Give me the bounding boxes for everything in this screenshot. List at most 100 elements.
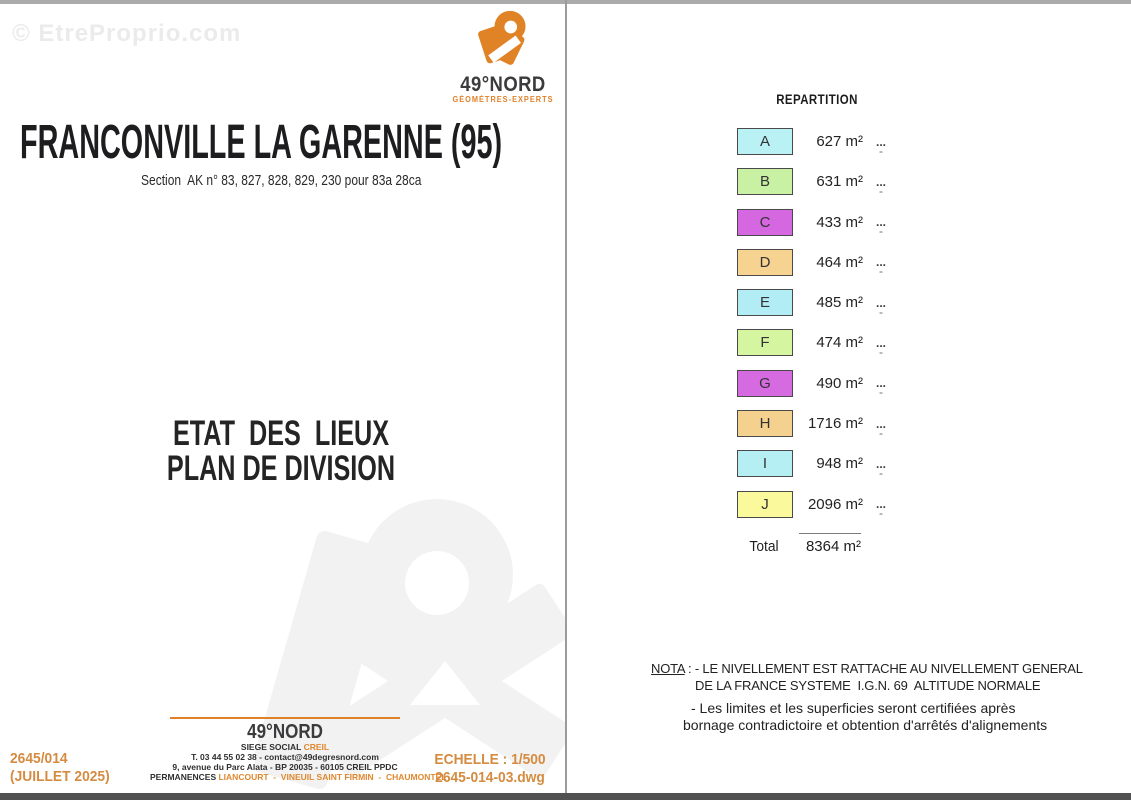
lot-notes: ... - (876, 134, 887, 158)
nota-line2: DE LA FRANCE SYSTEME I.G.N. 69 ALTITUDE … (695, 678, 1041, 693)
lot-area: 485 m² (816, 294, 863, 312)
total-label: Total (749, 538, 779, 555)
note-dash: - (879, 183, 883, 198)
note-dots: ... (876, 174, 887, 189)
lot-notes: ... - (876, 377, 886, 400)
table-row: B 631 m² ... - (737, 168, 887, 198)
lot-color-swatch: G (737, 369, 793, 397)
commune-title: FRANCONVILLE LA GARENNE (95) (20, 116, 503, 169)
lot-notes: ... - (876, 418, 886, 440)
note-dots: ... (876, 134, 887, 149)
total-row: Total 8364 m² (737, 538, 861, 555)
page-divider-line (565, 0, 567, 793)
scale-label: ECHELLE : 1/500 (434, 751, 546, 768)
note-dash: - (879, 224, 883, 239)
note-dash: - (879, 385, 883, 400)
note-dots: ... (876, 255, 887, 270)
lot-letter: F (760, 334, 770, 352)
lot-notes: ... - (876, 295, 887, 319)
note-dash: - (879, 143, 883, 158)
lot-area: 2096 m² (807, 495, 863, 513)
lot-letter: E (759, 294, 770, 312)
lot-letter: H (759, 415, 771, 433)
lot-area: 464 m² (816, 253, 863, 271)
table-row: C 433 m² ... - (737, 208, 887, 239)
permanences-label: PERMANENCES (150, 772, 219, 782)
lot-notes: ... - (876, 215, 887, 239)
lot-letter: A (759, 133, 770, 150)
total-separator-line (799, 533, 861, 534)
lot-color-swatch: E (737, 289, 793, 317)
lot-color-swatch: J (737, 490, 793, 518)
lot-notes: ... - (876, 255, 887, 279)
footer-company-name: 49°NORD (247, 721, 323, 743)
note-dots: ... (876, 215, 887, 230)
lot-area: 631 m² (816, 173, 863, 191)
section-subtitle: Section AK n° 83, 827, 828, 829, 230 pou… (140, 172, 422, 189)
table-row: F 474 m² ... - (737, 329, 887, 358)
repartition-page: REPARTITION A 627 m² ... - B 631 m² ... - … (567, 0, 1131, 793)
dossier-date: (JUILLET 2025) (10, 768, 110, 785)
nota-line1-text: - LE NIVELLEMENT EST RATTACHE AU NIVELLE… (694, 661, 1083, 676)
lot-notes: ... - (876, 335, 887, 358)
document-title-line2: PLAN DE DIVISION (166, 449, 396, 488)
logo-mark-icon (478, 10, 526, 65)
drawing-file-name: 2645-014-03.dwg (435, 769, 545, 786)
nota-label: NOTA (651, 661, 685, 676)
note-dots: ... (876, 456, 887, 471)
table-row: D 464 m² ... - (737, 248, 887, 279)
total-value: 8364 m² (805, 538, 861, 555)
lot-color-swatch: H (737, 410, 793, 438)
lot-color-swatch: A (737, 128, 793, 155)
lot-area: 433 m² (816, 213, 863, 231)
note-dots: ... (876, 335, 887, 350)
lot-letter: D (759, 253, 771, 271)
site-watermark: © EtreProprio.com (12, 20, 242, 47)
footer-permanences-line: PERMANENCES LIANCOURT - VINEUIL SAINT FI… (150, 772, 446, 782)
lot-area: 948 m² (816, 455, 863, 473)
nota-separator: : (684, 661, 695, 676)
table-row: A 627 m² ... - (737, 128, 887, 158)
dossier-reference: 2645/014 (JUILLET 2025) (10, 750, 110, 786)
footer-divider-rule (170, 717, 400, 719)
table-row: E 485 m² ... - (737, 289, 887, 319)
lot-color-swatch: C (737, 208, 793, 236)
bottom-edge-bar (0, 793, 1131, 800)
footer-contact-line: T. 03 44 55 02 38 - contact@49degresnord… (191, 752, 379, 762)
company-logo: 49°NORD GÉOMÈTRES-EXPERTS (443, 8, 563, 105)
permanences-cities: LIANCOURT - VINEUIL SAINT FIRMIN - CHAUM… (218, 772, 447, 782)
lot-letter: B (759, 173, 770, 191)
table-row: G 490 m² ... - (737, 369, 886, 400)
table-row: I 948 m² ... - (737, 450, 887, 479)
siege-city: CREIL (303, 742, 330, 752)
section-subtitle-wrap: Section AK n° 83, 827, 828, 829, 230 pou… (20, 172, 542, 190)
footer-company-block: 49°NORD SIEGE SOCIAL CREIL T. 03 44 55 0… (150, 721, 446, 782)
note-dash: - (879, 304, 883, 319)
lot-area: 490 m² (816, 374, 863, 392)
table-row: J 2096 m² ... - (737, 490, 887, 521)
nota-line1: NOTA : - LE NIVELLEMENT EST RATTACHE AU … (651, 660, 1083, 677)
lot-area: 474 m² (816, 334, 863, 352)
repartition-title: REPARTITION (776, 92, 858, 107)
scale-block: ECHELLE : 1/500 2645-014-03.dwg (415, 751, 565, 787)
logo-company-name: 49°NORD (460, 73, 546, 96)
lot-color-swatch: I (737, 450, 793, 478)
note-dash: - (879, 506, 883, 521)
logo-watermark (255, 499, 565, 790)
lot-letter: G (759, 374, 771, 392)
dossier-number: 2645/014 (10, 750, 68, 767)
lot-letter: C (759, 213, 771, 231)
nota-block: NOTA : - LE NIVELLEMENT EST RATTACHE AU … (651, 660, 1083, 734)
lot-area: 1716 m² (807, 415, 863, 433)
lot-notes: ... - (876, 174, 887, 198)
siege-label: SIEGE SOCIAL (240, 742, 304, 752)
lot-notes: ... - (876, 497, 887, 521)
note-dots: ... (876, 295, 887, 310)
note-dash: - (879, 264, 883, 279)
lot-letter: I (762, 455, 768, 473)
lot-color-swatch: D (737, 248, 793, 276)
table-row: H 1716 m² ... - (737, 410, 886, 440)
note-dots: ... (876, 497, 887, 512)
note-dash: - (879, 425, 883, 440)
document-title-line1: ETAT DES LIEUX (172, 414, 390, 453)
